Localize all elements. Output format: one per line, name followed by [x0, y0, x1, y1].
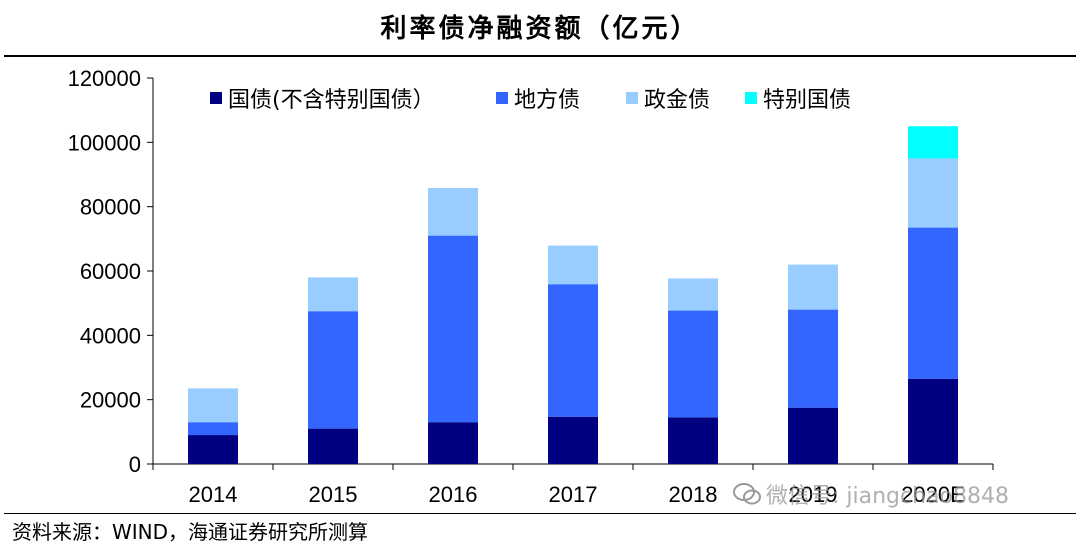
- wechat-icon: [732, 482, 762, 512]
- bar-2019-series-0: [788, 407, 838, 464]
- wechat-watermark: 微信号: jiangchao8848: [732, 478, 1009, 512]
- bar-2015-series-0: [308, 428, 358, 464]
- stacked-bar-chart: 0 20000 40000 60000 80000 100000 120000 2014 201…: [68, 66, 994, 507]
- bar-2017-series-1: [548, 284, 598, 417]
- chart-legend: 国债(不含特别国债） 地方债 政金债 特别国债: [210, 88, 851, 113]
- y-tick-label: 40000: [80, 323, 141, 348]
- bar-2017-series-2: [548, 245, 598, 285]
- bar-2020E-series-3: [908, 126, 958, 159]
- bar-2016-series-1: [428, 235, 478, 423]
- bar-2018-series-0: [668, 417, 718, 464]
- bar-2014-series-0: [188, 435, 238, 464]
- x-tick-label: 2015: [309, 482, 358, 507]
- bar-2020E-series-2: [908, 158, 958, 228]
- source-divider: [4, 513, 1076, 514]
- source-note: 资料来源：WIND，海通证券研究所测算: [12, 520, 369, 544]
- y-tick-label: 60000: [80, 259, 141, 284]
- title-divider: [4, 55, 1076, 57]
- legend-label-0: 国债(不含特别国债）: [228, 88, 435, 113]
- bar-2018-series-1: [668, 310, 718, 418]
- legend-swatch-3: [745, 92, 757, 104]
- legend-swatch-1: [496, 92, 508, 104]
- bar-2016-series-0: [428, 422, 478, 464]
- x-tick-label: 2020E: [901, 482, 965, 507]
- bar-2014-series-1: [188, 422, 238, 436]
- bar-2020E-series-0: [908, 378, 958, 464]
- x-tick-label: 2014: [189, 482, 238, 507]
- x-tick-label: 2016: [429, 482, 478, 507]
- legend-swatch-2: [626, 92, 638, 104]
- watermark-text: 微信号: jiangchao8848: [766, 484, 1009, 509]
- bar-2020E-series-1: [908, 227, 958, 379]
- bar-2015-series-2: [308, 277, 358, 312]
- legend-swatch-0: [210, 92, 222, 104]
- legend-label-3: 特别国债: [763, 88, 851, 113]
- x-tick-label: 2019: [789, 482, 838, 507]
- legend-label-1: 地方债: [514, 88, 580, 113]
- bar-2017-series-0: [548, 416, 598, 464]
- chart-axes: 0 20000 40000 60000 80000 100000 120000 2014 201…: [68, 66, 994, 507]
- legend-label-2: 政金债: [644, 88, 710, 113]
- bar-2019-series-1: [788, 309, 838, 408]
- bar-2016-series-2: [428, 188, 478, 236]
- y-tick-label: 20000: [80, 388, 141, 413]
- y-tick-label: 120000: [68, 66, 141, 91]
- chart-title: 利率债净融资额（亿元）: [380, 14, 700, 44]
- bar-2019-series-2: [788, 264, 838, 310]
- bar-2015-series-1: [308, 311, 358, 429]
- x-tick-label: 2017: [549, 482, 598, 507]
- chart-bars: [188, 126, 958, 464]
- y-tick-label: 80000: [80, 195, 141, 220]
- y-tick-label: 100000: [68, 130, 141, 155]
- y-tick-label: 0: [129, 452, 141, 477]
- x-tick-label: 2018: [669, 482, 718, 507]
- bar-2018-series-2: [668, 278, 718, 311]
- bar-2014-series-2: [188, 388, 238, 423]
